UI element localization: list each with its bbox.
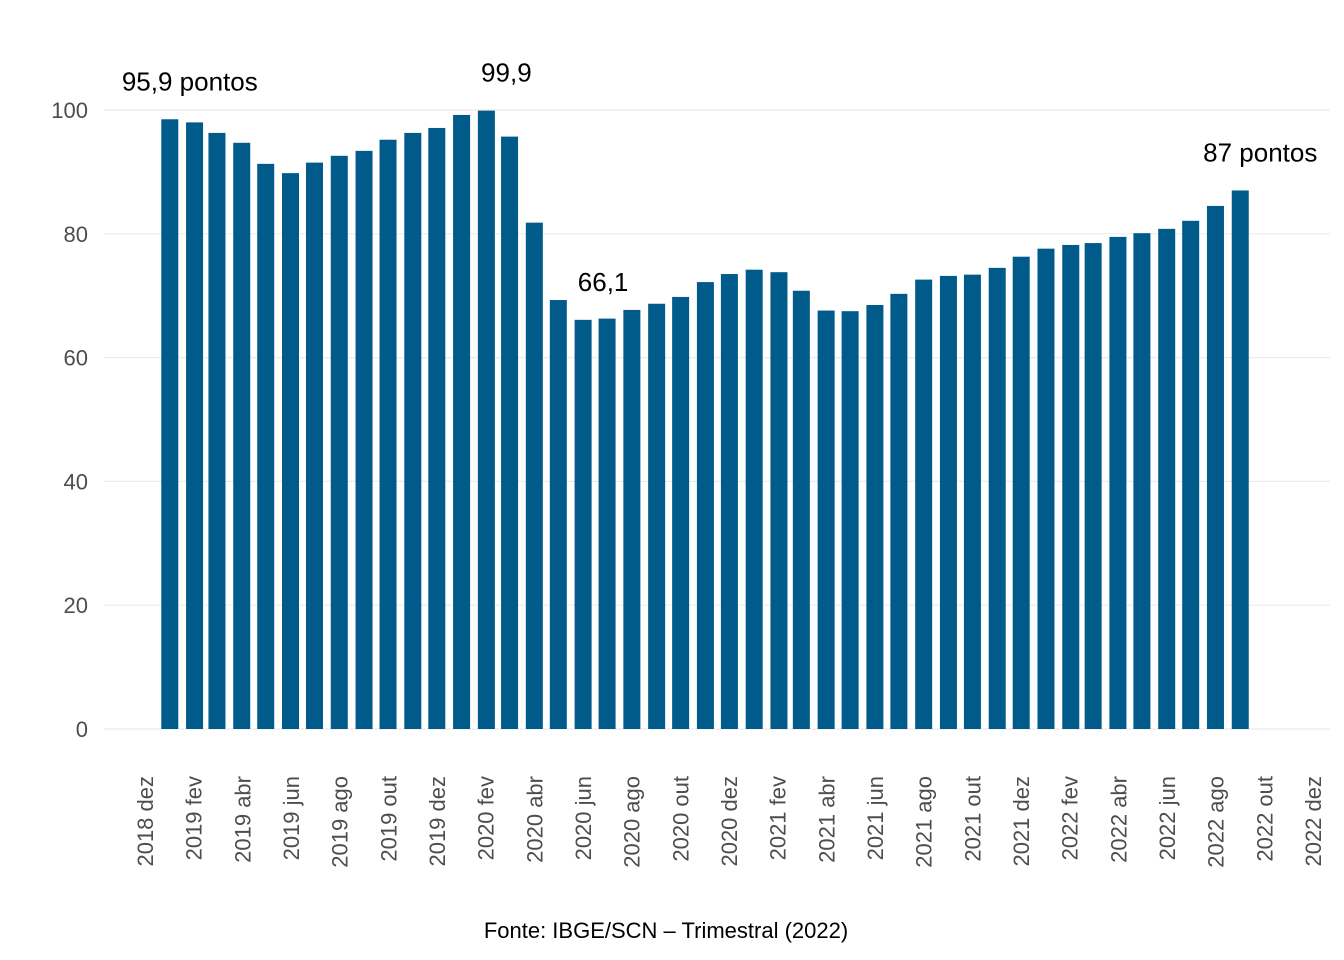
bar: [453, 114, 471, 729]
bar: [1206, 205, 1224, 729]
x-tick-label: 2022 ago: [1204, 776, 1229, 868]
bar: [1231, 190, 1249, 730]
bar: [1158, 228, 1176, 729]
annotations: 95,9 pontos 99,9 66,1 87 pontos: [122, 58, 1318, 297]
bar: [404, 132, 422, 729]
bar: [841, 311, 859, 729]
bar: [477, 110, 495, 729]
x-tick-label: 2020 dez: [717, 776, 742, 867]
x-tick-label: 2020 fev: [474, 776, 499, 860]
bar: [305, 162, 323, 730]
bar: [988, 267, 1006, 729]
bar: [501, 136, 519, 729]
bar: [574, 319, 592, 729]
bar: [1062, 244, 1080, 729]
bar: [745, 269, 763, 729]
bar: [623, 309, 641, 729]
x-tick-label: 2022 jun: [1155, 776, 1180, 860]
x-tick-label: 2022 dez: [1301, 776, 1326, 867]
y-tick-label: 20: [64, 593, 88, 618]
x-tick-label: 2020 jun: [571, 776, 596, 860]
x-tick-label: 2021 abr: [814, 776, 839, 863]
y-tick-label: 80: [64, 222, 88, 247]
bar: [428, 127, 446, 730]
bar: [379, 139, 397, 729]
annotation-label: 95,9 pontos: [122, 66, 258, 96]
bar: [817, 310, 835, 729]
x-tick-label: 2021 dez: [1009, 776, 1034, 867]
y-axis-ticks: 0 20 40 60 80 100: [51, 98, 88, 742]
bar: [1133, 233, 1151, 729]
x-tick-label: 2018 dez: [133, 776, 158, 867]
y-tick-label: 60: [64, 346, 88, 371]
x-tick-label: 2019 jun: [279, 776, 304, 860]
bar: [1109, 236, 1127, 729]
x-tick-label: 2022 fev: [1058, 776, 1083, 860]
source-caption: Fonte: IBGE/SCN – Trimestral (2022): [483, 918, 849, 943]
bar: [1037, 248, 1055, 729]
bar: [963, 274, 981, 729]
x-tick-label: 2019 abr: [230, 776, 255, 863]
bar: [939, 275, 957, 729]
x-tick-label: 2022 out: [1252, 776, 1277, 862]
bar: [1084, 243, 1102, 729]
x-tick-label: 2019 ago: [328, 776, 353, 868]
bar: [696, 282, 714, 729]
x-tick-label: 2019 out: [376, 776, 401, 862]
bar: [890, 293, 908, 729]
bar: [208, 132, 226, 729]
bar: [161, 119, 179, 729]
x-tick-label: 2021 fev: [766, 776, 791, 860]
bar: [355, 150, 373, 729]
bar: [1012, 256, 1030, 729]
x-tick-label: 2022 abr: [1106, 776, 1131, 863]
bar: [792, 290, 810, 729]
bar: [186, 122, 204, 729]
annotation-label: 99,9: [481, 58, 532, 88]
y-tick-label: 100: [51, 98, 88, 123]
bar: [598, 318, 616, 729]
bar: [282, 173, 300, 729]
bar: [330, 155, 348, 729]
bar: [549, 300, 567, 729]
bar: [525, 222, 543, 729]
x-tick-label: 2021 ago: [912, 776, 937, 868]
bar: [233, 142, 251, 729]
bar: [648, 303, 666, 729]
x-tick-label: 2020 abr: [522, 776, 547, 863]
annotation-label: 87 pontos: [1203, 137, 1317, 167]
annotation-label: 66,1: [578, 267, 629, 297]
x-tick-label: 2020 out: [668, 776, 693, 862]
bar: [720, 274, 738, 729]
x-axis-ticks: 2018 dez 2019 fev 2019 abr 2019 jun 2019 ago…: [133, 776, 1326, 868]
bar: [257, 163, 275, 729]
bar: [1182, 220, 1200, 729]
bar: [866, 304, 884, 729]
bar: [770, 272, 788, 729]
y-tick-label: 0: [76, 717, 88, 742]
bars: [161, 110, 1249, 730]
x-tick-label: 2019 dez: [425, 776, 450, 867]
x-tick-label: 2021 jun: [863, 776, 888, 860]
x-tick-label: 2021 out: [960, 776, 985, 862]
bar: [672, 296, 690, 729]
x-tick-label: 2019 fev: [182, 776, 207, 860]
x-tick-label: 2020 ago: [620, 776, 645, 868]
y-tick-label: 40: [64, 469, 88, 494]
bar: [915, 279, 933, 729]
